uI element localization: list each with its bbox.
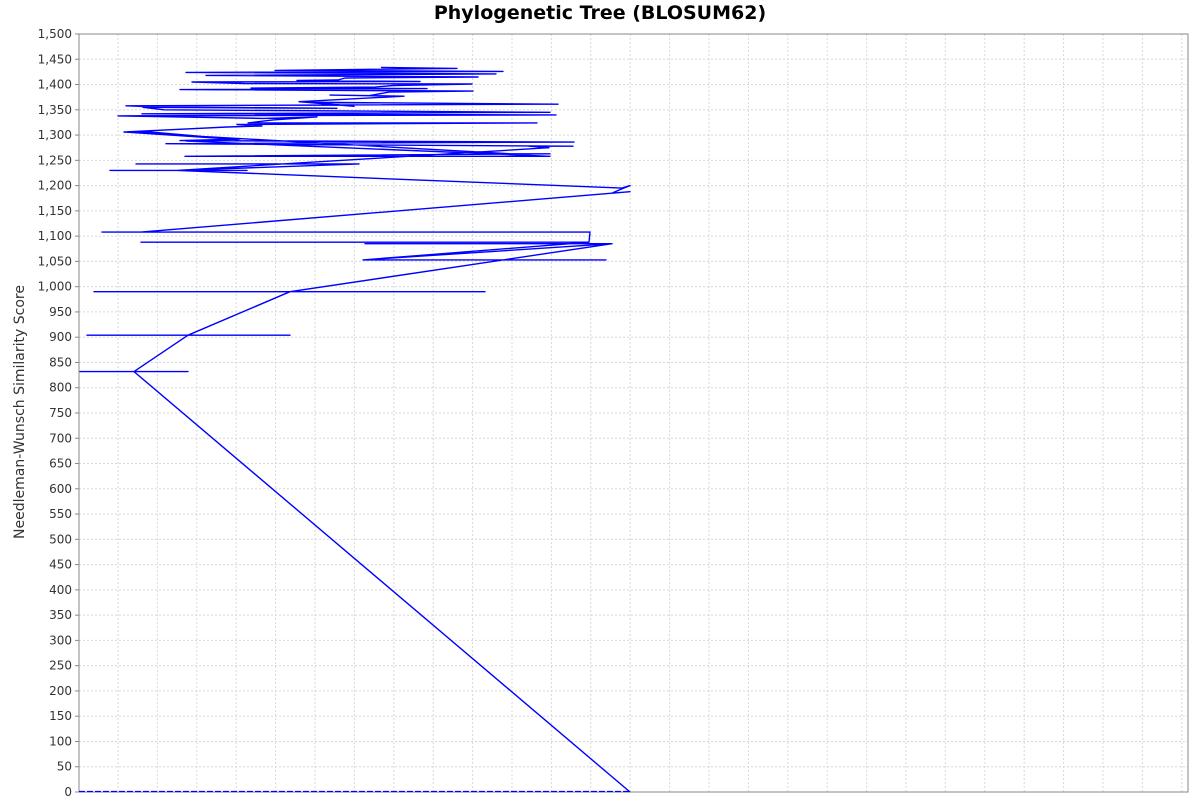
y-tick-label: 950: [49, 305, 72, 319]
y-tick-label: 400: [49, 583, 72, 597]
y-tick-label: 1,350: [38, 103, 72, 117]
y-tick-label: 700: [49, 431, 72, 445]
y-tick-label: 200: [49, 684, 72, 698]
y-tick-label: 800: [49, 381, 72, 395]
plot-frame: [78, 33, 1189, 793]
y-tick-label: 1,100: [38, 229, 72, 243]
y-tick-label: 100: [49, 734, 72, 748]
y-tick-label: 500: [49, 532, 72, 546]
y-tick-label: 850: [49, 355, 72, 369]
y-tick-label: 150: [49, 709, 72, 723]
y-tick-label: 0: [64, 785, 72, 799]
y-tick-label: 50: [57, 760, 72, 774]
y-tick-label: 1,050: [38, 254, 72, 268]
y-tick-label: 750: [49, 406, 72, 420]
y-tick-label: 350: [49, 608, 72, 622]
y-tick-label: 550: [49, 507, 72, 521]
y-tick-label: 250: [49, 659, 72, 673]
series-layer: [79, 66, 631, 793]
y-tick-label: 900: [49, 330, 72, 344]
y-tick-label: 1,200: [38, 179, 72, 193]
y-tick-label: 650: [49, 457, 72, 471]
y-tick-label: 1,250: [38, 153, 72, 167]
y-tick-label: 1,450: [38, 52, 72, 66]
y-tick-label: 1,400: [38, 78, 72, 92]
y-tick-label: 1,300: [38, 128, 72, 142]
y-tick-label: 1,150: [38, 204, 72, 218]
y-tick-label: 300: [49, 633, 72, 647]
y-axis: 0 50 100 150 200 250 300 350 400 450 500 550 600 650 7…: [38, 27, 79, 799]
y-tick-label: 600: [49, 482, 72, 496]
grid-lines: [79, 33, 1188, 793]
y-tick-label: 450: [49, 558, 72, 572]
chart-title: Phylogenetic Tree (BLOSUM62): [433, 2, 767, 24]
series-line-0: [79, 66, 631, 793]
y-tick-label: 1,000: [38, 280, 72, 294]
y-tick-label: 1,500: [38, 27, 72, 41]
